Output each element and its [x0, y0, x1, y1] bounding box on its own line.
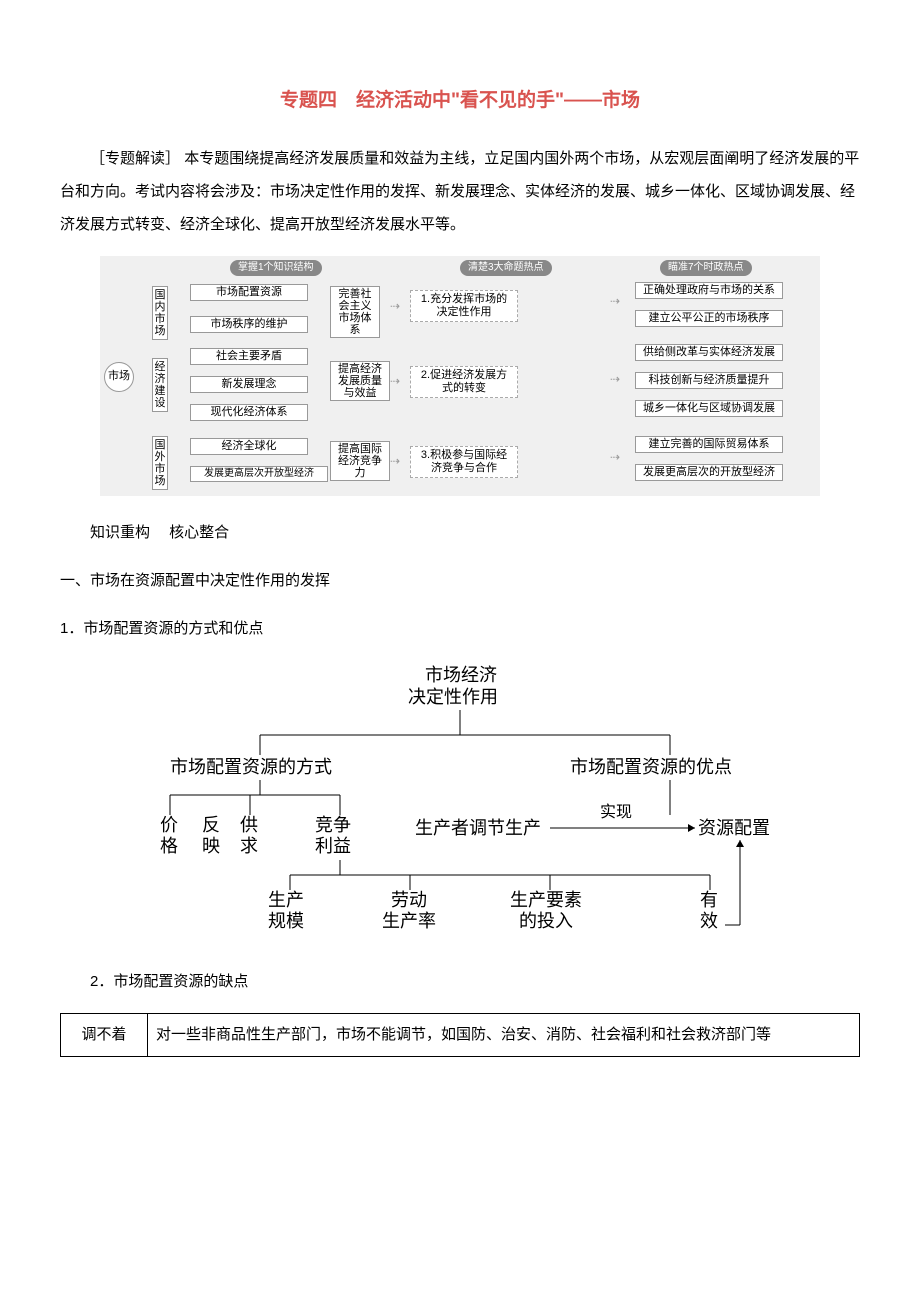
arrow-icon: ⇢ — [390, 299, 400, 313]
shortcomings-table: 调不着 对一些非商品性生产部门，市场不能调节，如国防、治安、消防、社会福利和社会… — [60, 1013, 860, 1057]
d2-right: 资源配置 — [698, 818, 770, 840]
l1-1: 市场秩序的维护 — [190, 316, 308, 333]
col0-0: 国内市场 — [152, 286, 168, 340]
table-row: 调不着 对一些非商品性生产部门，市场不能调节，如国防、治安、消防、社会福利和社会… — [61, 1013, 860, 1056]
table-left: 调不着 — [61, 1013, 148, 1056]
l1-3: 新发展理念 — [190, 376, 308, 393]
intro-body: 本专题围绕提高经济发展质量和效益为主线，立足国内国外两个市场，从宏观层面阐明了经… — [60, 150, 859, 233]
d2-l-3: 竞争利益 — [315, 815, 351, 858]
d2-b-0: 市场配置资源的方式 — [170, 757, 332, 779]
r-3: 科技创新与经济质量提升 — [635, 372, 783, 389]
pill-mid: 清楚3大命题热点 — [460, 260, 552, 276]
section-heading-2: 一、市场在资源配置中决定性作用的发挥 — [60, 564, 860, 597]
l2-2: 提高国际经济竞争力 — [330, 441, 390, 481]
root-node: 市场 — [104, 362, 134, 392]
r-4: 城乡一体化与区域协调发展 — [635, 400, 783, 417]
d2-mid: 生产者调节生产 — [415, 818, 541, 840]
arrow-icon: ⇢ — [610, 372, 620, 386]
col0-1: 经济建设 — [152, 358, 168, 412]
l2-0: 完善社会主义市场体系 — [330, 286, 380, 338]
arrow-icon: ⇢ — [390, 374, 400, 388]
market-economy-diagram: 市场经济 决定性作用 市场配置资源的方式 市场配置资源的优点 价格 反映 供求 … — [150, 665, 770, 945]
intro-label: ［专题解读］ — [90, 150, 180, 167]
arrow-icon: ⇢ — [390, 454, 400, 468]
d2-bt-1: 劳动生产率 — [382, 890, 436, 933]
pill-right: 瞄准7个时政热点 — [660, 260, 752, 276]
document-title: 专题四 经济活动中"看不见的手"——市场 — [60, 80, 860, 122]
col0-2: 国外市场 — [152, 436, 168, 490]
d2-bt-3: 有效 — [700, 890, 718, 933]
l3-2: 3.积极参与国际经济竞争与合作 — [410, 446, 518, 478]
l1-4: 现代化经济体系 — [190, 404, 308, 421]
pill-left: 掌握1个知识结构 — [230, 260, 322, 276]
d2-sub: 决定性作用 — [408, 687, 498, 709]
intro-paragraph: ［专题解读］ 本专题围绕提高经济发展质量和效益为主线，立足国内国外两个市场，从宏… — [60, 142, 860, 241]
l3-1: 2.促进经济发展方式的转变 — [410, 366, 518, 398]
d2-l-0: 价格 — [160, 815, 178, 858]
r-6: 发展更高层次的开放型经济 — [635, 464, 783, 481]
arrow-icon: ⇢ — [610, 294, 620, 308]
section-heading-1: 知识重构 核心整合 — [60, 516, 860, 549]
r-0: 正确处理政府与市场的关系 — [635, 282, 783, 299]
table-right: 对一些非商品性生产部门，市场不能调节，如国防、治安、消防、社会福利和社会救济部门… — [148, 1013, 860, 1056]
d2-l-1: 反映 — [202, 815, 220, 858]
l1-5: 经济全球化 — [190, 438, 308, 455]
knowledge-structure-diagram: 掌握1个知识结构 清楚3大命题热点 瞄准7个时政热点 市场 国内市场 经济建设 … — [100, 256, 820, 496]
arrow-icon: ⇢ — [610, 450, 620, 464]
d2-root: 市场经济 — [425, 665, 497, 687]
r-2: 供给侧改革与实体经济发展 — [635, 344, 783, 361]
d2-bt-0: 生产规模 — [268, 890, 304, 933]
d2-b-1: 市场配置资源的优点 — [570, 757, 732, 779]
r-1: 建立公平公正的市场秩序 — [635, 310, 783, 327]
l1-2: 社会主要矛盾 — [190, 348, 308, 365]
d2-bt-2: 生产要素的投入 — [510, 890, 582, 933]
d2-l-2: 供求 — [240, 815, 258, 858]
l1-0: 市场配置资源 — [190, 284, 308, 301]
section-heading-3: 1．市场配置资源的方式和优点 — [60, 612, 860, 645]
l2-1: 提高经济发展质量与效益 — [330, 361, 390, 401]
d2-midlabel: 实现 — [600, 803, 632, 822]
l3-0: 1.充分发挥市场的决定性作用 — [410, 290, 518, 322]
l1-6: 发展更高层次开放型经济 — [190, 466, 328, 482]
r-5: 建立完善的国际贸易体系 — [635, 436, 783, 453]
section-heading-4: 2．市场配置资源的缺点 — [60, 965, 860, 998]
